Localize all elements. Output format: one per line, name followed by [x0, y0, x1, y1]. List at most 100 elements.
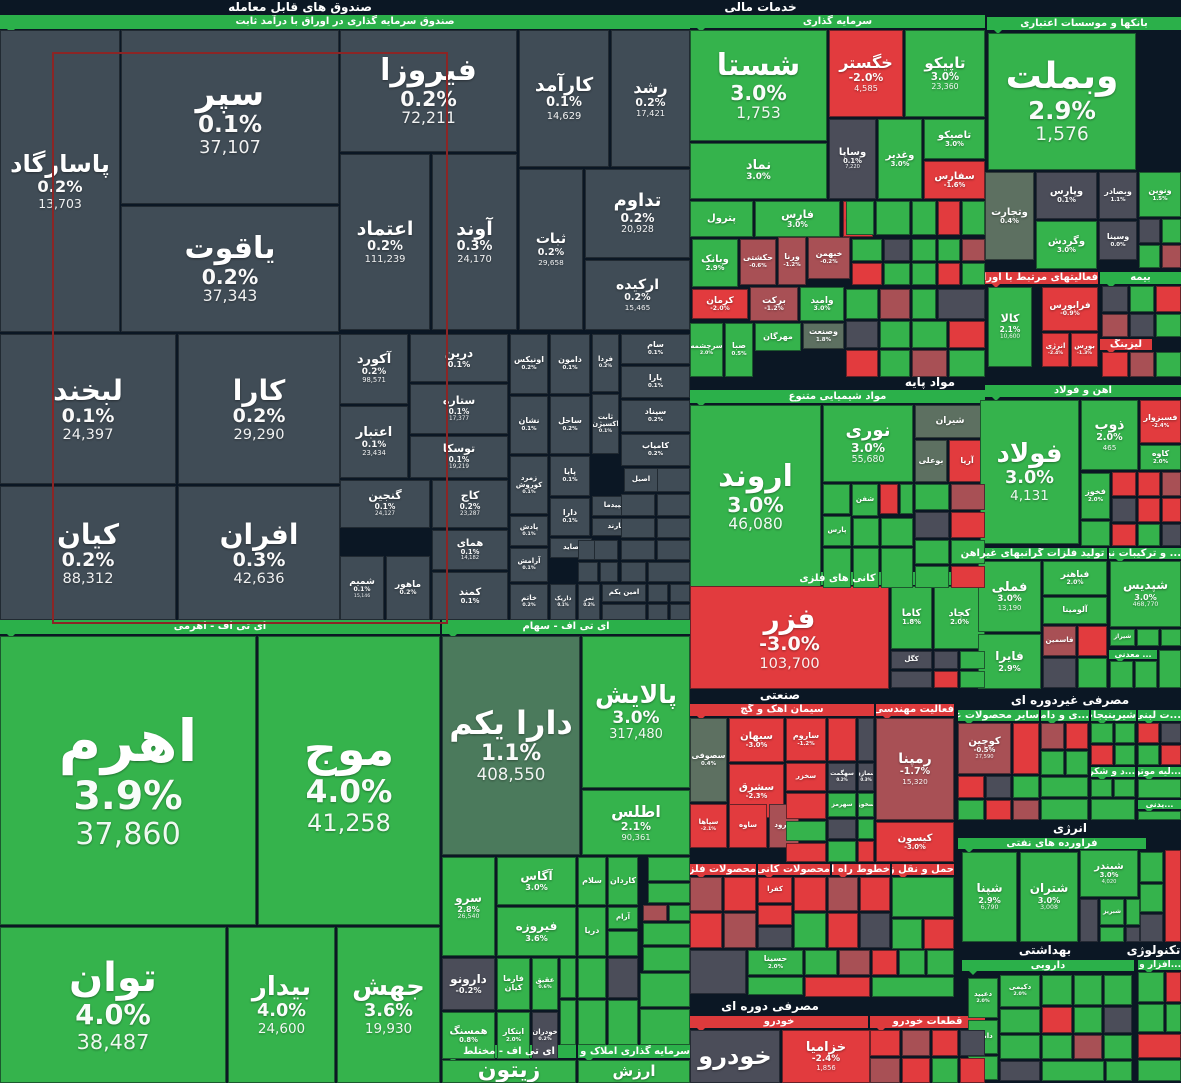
treemap-tile-small[interactable]	[621, 494, 655, 516]
treemap-tile-small[interactable]	[648, 857, 690, 881]
treemap-tile[interactable]: ورنا -1.2%	[778, 237, 806, 285]
treemap-tile-small[interactable]	[872, 950, 897, 975]
treemap-tile[interactable]: افران 0.3% 42,636	[178, 486, 340, 620]
treemap-tile-small[interactable]	[1156, 352, 1181, 377]
treemap-tile-small[interactable]	[560, 1000, 576, 1045]
treemap-tile-small[interactable]	[1104, 975, 1132, 1005]
treemap-tile-small[interactable]	[962, 201, 985, 235]
treemap-tile-small[interactable]	[860, 877, 890, 911]
treemap-tile-small[interactable]	[1102, 352, 1128, 377]
treemap-tile[interactable]: بیدار 4.0% 24,600	[228, 927, 335, 1083]
treemap-tile[interactable]: صبا 0.5%	[725, 323, 753, 377]
treemap-tile[interactable]: وامید 3.0%	[800, 287, 844, 321]
treemap-tile[interactable]: ستاره 0.1% 17,377	[410, 384, 508, 434]
treemap-tile[interactable]: شپدیس 3.0% 468,770	[1110, 561, 1181, 627]
treemap-tile-small[interactable]	[621, 540, 655, 560]
subsector-bar[interactable]: سایر محصولات غذایی	[958, 710, 1039, 725]
treemap-tile-small[interactable]	[1041, 723, 1064, 749]
subsector-bar[interactable]: محصولات کانی غیرفلزی	[758, 864, 830, 879]
treemap-tile-small[interactable]	[912, 289, 936, 319]
treemap-tile-small[interactable]	[608, 931, 638, 956]
treemap-tile-small[interactable]	[648, 604, 668, 620]
treemap-tile[interactable]: سفارس -1.6%	[924, 161, 985, 199]
treemap-tile[interactable]: همای 0.1% 14,182	[432, 530, 508, 570]
treemap-tile[interactable]: شبندر 3.0% 4,020	[1080, 850, 1138, 897]
treemap-tile-small[interactable]	[932, 1030, 958, 1056]
treemap-tile[interactable]: سپر 0.1% 37,107	[121, 30, 339, 204]
treemap-tile-small[interactable]	[1042, 1007, 1072, 1033]
treemap-tile-small[interactable]	[1138, 779, 1181, 798]
treemap-tile-small[interactable]	[643, 947, 690, 971]
treemap-tile-small[interactable]	[1162, 219, 1181, 243]
treemap-tile[interactable]: فاسمین	[1043, 626, 1076, 656]
treemap-tile-small[interactable]	[934, 671, 958, 688]
treemap-tile[interactable]: تاپیکو 3.0% 23,360	[905, 30, 985, 117]
treemap-tile[interactable]: نوری 3.0% 55,680	[823, 405, 913, 482]
treemap-tile[interactable]: فباهنر 2.0%	[1043, 561, 1107, 595]
treemap-tile[interactable]: شیران	[915, 405, 985, 438]
treemap-tile-small[interactable]	[915, 512, 949, 538]
treemap-tile-small[interactable]	[986, 800, 1011, 820]
treemap-tile[interactable]: وبملت 2.9% 1,576	[988, 33, 1136, 170]
treemap-tile[interactable]: شستا 3.0% 1,753	[690, 30, 827, 141]
treemap-tile-small[interactable]	[1140, 914, 1163, 942]
treemap-tile[interactable]: بوعلی	[915, 440, 947, 482]
treemap-tile-small[interactable]	[1140, 884, 1163, 912]
treemap-tile-small[interactable]	[1102, 314, 1128, 337]
treemap-tile[interactable]: عقیق 0.6%	[532, 958, 558, 1010]
treemap-tile[interactable]: فملی 3.0% 13,190	[978, 561, 1041, 632]
treemap-tile-small[interactable]	[1138, 524, 1160, 546]
treemap-tile[interactable]: اطلس 2.1% 90,361	[582, 790, 690, 855]
treemap-tile-small[interactable]	[1130, 286, 1154, 312]
treemap-tile[interactable]: سهگمت 0.2%	[828, 763, 856, 791]
treemap-tile[interactable]: کمند 0.1%	[432, 572, 508, 620]
subsector-bar[interactable]: دارویی	[962, 960, 1134, 975]
subsector-bar[interactable]: محصولات فلزی	[690, 864, 756, 879]
treemap-tile[interactable]: اونیکس 0.2%	[510, 334, 548, 394]
treemap-tile-small[interactable]	[880, 350, 910, 377]
treemap-tile[interactable]: خبهمن -0.2%	[808, 237, 850, 279]
subsector-bar[interactable]: ...ی و دامپروری	[1041, 710, 1089, 725]
treemap-tile-small[interactable]	[1042, 1061, 1104, 1081]
treemap-tile-small[interactable]	[1138, 1004, 1164, 1032]
treemap-tile-small[interactable]	[872, 977, 954, 997]
treemap-tile[interactable]: ابتکار 2.0%	[497, 1012, 530, 1059]
treemap-tile[interactable]: کچاد 2.0%	[934, 586, 985, 649]
treemap-tile[interactable]: کارا 0.2% 29,290	[178, 334, 340, 484]
treemap-tile-small[interactable]	[880, 321, 910, 348]
subsector-bar[interactable]: مواد شیمیایی متنوع	[690, 390, 985, 407]
treemap-tile-small[interactable]	[900, 484, 913, 514]
treemap-tile-small[interactable]	[853, 548, 879, 588]
treemap-tile-small[interactable]	[1091, 799, 1135, 820]
treemap-tile-small[interactable]	[670, 604, 690, 620]
treemap-tile-small[interactable]	[891, 671, 932, 688]
treemap-tile-small[interactable]	[608, 1000, 638, 1045]
treemap-tile-small[interactable]	[899, 950, 925, 975]
subsector-bar[interactable]: تولید فلزات گرانبهای غیرآهن	[958, 548, 1107, 563]
treemap-tile[interactable]: فسبزوار -2.4%	[1140, 400, 1181, 443]
treemap-tile-small[interactable]	[892, 919, 922, 949]
treemap-tile-small[interactable]	[643, 905, 667, 921]
treemap-tile-small[interactable]	[858, 819, 874, 839]
treemap-tile[interactable]: کرمان -2.0%	[692, 289, 748, 319]
subsector-bar[interactable]: کانی های فلزی	[690, 572, 985, 589]
treemap-tile[interactable]: گنجین 0.1% 24,127	[340, 480, 430, 528]
treemap-tile-small[interactable]	[578, 562, 598, 582]
treemap-tile[interactable]: زیتون	[442, 1060, 576, 1083]
treemap-tile[interactable]: ثمر 0.2%	[578, 584, 600, 620]
treemap-tile[interactable]: سپاها -2.1%	[690, 804, 727, 848]
treemap-tile[interactable]: کارآمد 0.1% 14,629	[519, 30, 609, 167]
treemap-tile[interactable]: شفن	[852, 484, 878, 516]
subsector-bar[interactable]: صندوق سرمایه گذاری در اوراق با درآمد ثاب…	[0, 15, 690, 33]
treemap-tile-small[interactable]	[1166, 972, 1181, 1002]
treemap-tile[interactable]: سلام	[578, 857, 606, 905]
treemap-tile[interactable]: دارونو -0.2%	[442, 958, 495, 1010]
treemap-tile-small[interactable]	[828, 819, 856, 839]
treemap-tile[interactable]: وسینا 0.0%	[1099, 221, 1137, 260]
subsector-bar[interactable]: فعالیت مهندسی	[876, 704, 954, 720]
treemap-tile-small[interactable]	[986, 776, 1011, 798]
treemap-tile-small[interactable]	[1081, 521, 1110, 546]
treemap-tile-small[interactable]	[643, 923, 690, 945]
treemap-tile-small[interactable]	[805, 977, 870, 997]
treemap-tile[interactable]: ثبات 0.2% 29,658	[519, 169, 583, 330]
